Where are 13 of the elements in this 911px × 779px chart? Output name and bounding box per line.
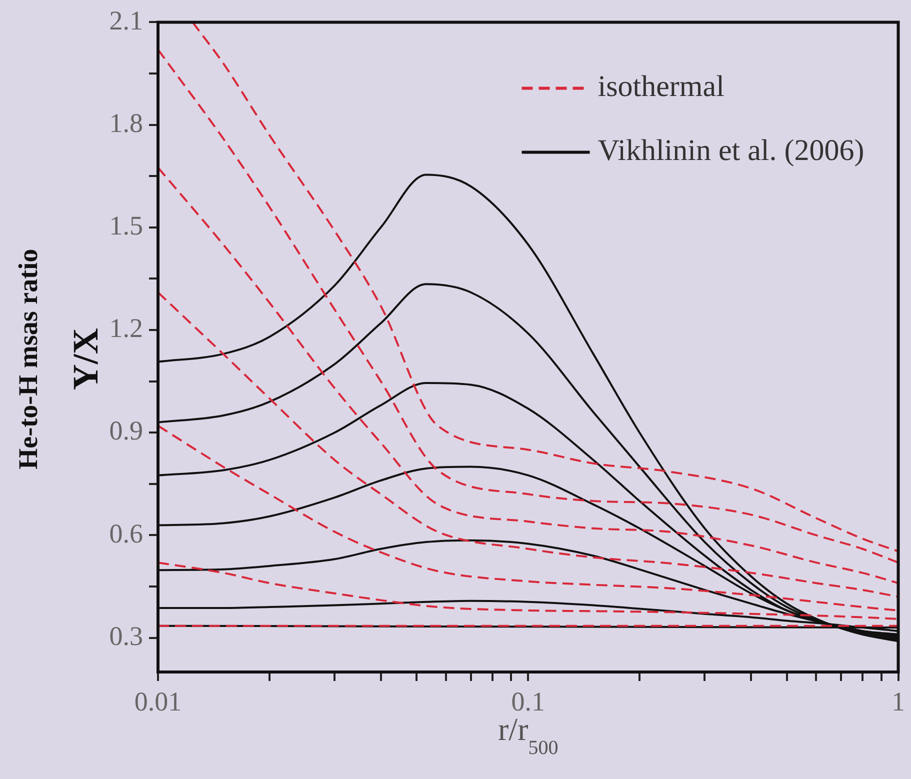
y-tick-label: 1.8 [109,108,143,138]
x-tick-label: 0.01 [134,686,182,716]
x-tick-label: 0.1 [511,686,545,716]
y-tick-label: 2.1 [109,5,143,36]
y-tick-label: 1.2 [109,313,143,344]
y-axis-title: He-to-H msas ratio Y/X [12,248,106,470]
y-tick-label: 0.6 [109,518,143,548]
x-tick-label: 1 [892,686,905,716]
y-tick-label: 0.3 [109,620,143,651]
legend-label: isothermal [598,70,724,104]
y-tick-label: 1.5 [109,210,143,240]
legend-label: Vikhlinin et al. (2006) [598,134,864,168]
y-tick-label: 0.9 [109,416,143,446]
